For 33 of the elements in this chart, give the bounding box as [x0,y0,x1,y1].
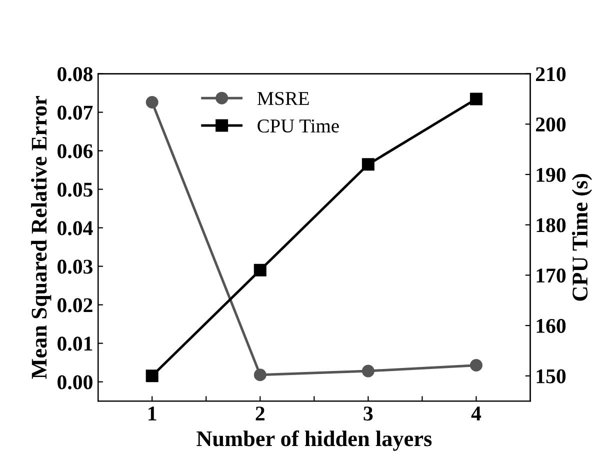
y-tick-label: 0.03 [58,260,93,274]
point [470,92,482,106]
point [254,368,266,382]
y-tick-label: 0.02 [58,298,92,312]
legend-label: MSRE [257,92,309,106]
y-tick-label: 0.05 [58,182,92,197]
y2-tick-label: 160 [536,318,566,333]
x-tick-label: 1 [148,406,156,420]
y2-tick-label: 150 [536,369,566,384]
y-axis-title: Mean Squared Relative Error [31,96,52,379]
y-tick-label: 0.04 [58,221,93,236]
y2-axis-title: CPU Time (s) [572,174,592,301]
x-axis-title: Number of hidden layers [196,430,432,451]
y2-tick-label: 190 [536,168,566,182]
point [146,96,158,109]
y2-tick-label: 200 [536,117,566,132]
y-tick-label: 0.08 [58,67,93,82]
point [362,364,374,378]
y-tick-label: 0.01 [58,336,92,351]
y2-tick-label: 170 [536,268,566,283]
x-tick-label: 4 [471,406,482,420]
point [470,359,482,372]
x-tick-label: 2 [256,406,264,420]
point [146,370,158,382]
point [254,264,266,276]
x-tick-label: 3 [364,406,373,421]
y-tick-label: 0.07 [58,106,93,120]
legend-label: CPU Time [258,119,339,133]
y-tick-label: 0.06 [58,144,93,158]
y2-tick-label: 210 [536,67,566,82]
y2-tick-label: 180 [536,218,566,232]
y-tick-label: 0.00 [58,375,92,390]
point [362,158,374,171]
